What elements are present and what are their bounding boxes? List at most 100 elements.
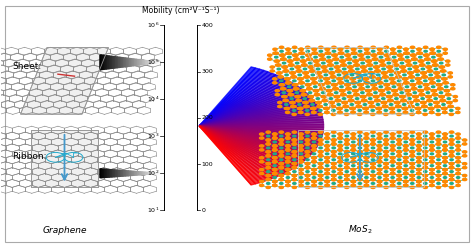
Circle shape (312, 172, 316, 175)
Circle shape (286, 133, 290, 135)
Circle shape (443, 107, 447, 110)
Circle shape (399, 54, 403, 56)
Circle shape (442, 70, 446, 72)
Circle shape (325, 161, 329, 163)
Circle shape (384, 159, 388, 161)
Circle shape (325, 161, 329, 163)
Circle shape (427, 66, 431, 68)
Circle shape (299, 111, 303, 114)
Circle shape (326, 90, 330, 92)
Circle shape (286, 161, 290, 163)
Circle shape (443, 177, 447, 178)
Circle shape (430, 157, 434, 159)
Polygon shape (147, 172, 149, 174)
Circle shape (329, 68, 333, 70)
Circle shape (430, 157, 434, 159)
Circle shape (351, 184, 356, 186)
Circle shape (312, 157, 316, 159)
Circle shape (388, 99, 392, 102)
Circle shape (283, 95, 287, 98)
Circle shape (377, 169, 382, 171)
Circle shape (319, 139, 323, 141)
Circle shape (385, 50, 388, 52)
Circle shape (273, 145, 277, 147)
Circle shape (346, 54, 350, 56)
Polygon shape (199, 117, 323, 126)
Circle shape (322, 70, 327, 72)
Polygon shape (199, 126, 255, 185)
Circle shape (350, 78, 354, 80)
Circle shape (278, 101, 282, 104)
Circle shape (332, 151, 336, 153)
Circle shape (369, 105, 374, 108)
Circle shape (437, 54, 441, 56)
Circle shape (354, 93, 358, 96)
Circle shape (417, 165, 420, 167)
Circle shape (437, 110, 440, 111)
Circle shape (417, 180, 421, 183)
Circle shape (325, 137, 329, 139)
Circle shape (329, 64, 333, 66)
Circle shape (311, 74, 314, 76)
Circle shape (382, 68, 385, 70)
Circle shape (410, 171, 414, 172)
Circle shape (312, 111, 316, 114)
Circle shape (378, 153, 381, 155)
Circle shape (400, 95, 404, 98)
Circle shape (332, 143, 336, 145)
Circle shape (310, 66, 314, 68)
Circle shape (377, 184, 382, 186)
Polygon shape (199, 85, 299, 126)
Circle shape (332, 178, 336, 181)
Circle shape (377, 137, 382, 139)
Circle shape (346, 58, 350, 60)
Circle shape (338, 52, 343, 54)
Circle shape (380, 60, 384, 62)
Circle shape (371, 139, 375, 141)
Circle shape (365, 149, 369, 151)
Circle shape (280, 54, 283, 56)
Circle shape (383, 101, 387, 104)
Circle shape (363, 70, 367, 72)
Circle shape (456, 137, 460, 139)
Circle shape (391, 137, 395, 139)
Circle shape (280, 50, 283, 52)
Circle shape (340, 60, 344, 62)
Circle shape (301, 86, 304, 88)
Circle shape (325, 169, 329, 171)
Circle shape (317, 72, 321, 74)
Polygon shape (101, 169, 103, 178)
Circle shape (456, 153, 460, 155)
Circle shape (359, 88, 363, 90)
Circle shape (383, 105, 387, 108)
Circle shape (338, 149, 342, 151)
Circle shape (346, 88, 350, 90)
Circle shape (371, 178, 375, 181)
Polygon shape (199, 126, 319, 145)
Circle shape (449, 143, 454, 145)
Circle shape (338, 111, 342, 114)
Circle shape (371, 76, 375, 78)
Circle shape (332, 84, 336, 86)
Circle shape (410, 151, 414, 153)
Circle shape (394, 101, 399, 104)
Circle shape (410, 178, 414, 181)
Circle shape (371, 163, 375, 165)
Circle shape (306, 50, 310, 52)
Circle shape (397, 143, 401, 145)
Circle shape (347, 88, 351, 90)
Circle shape (273, 137, 277, 139)
Circle shape (351, 161, 356, 163)
Circle shape (279, 167, 283, 169)
Circle shape (319, 147, 322, 149)
Circle shape (365, 172, 369, 175)
Circle shape (260, 172, 264, 175)
Circle shape (266, 174, 270, 177)
Circle shape (294, 54, 298, 56)
Circle shape (408, 98, 411, 99)
Circle shape (430, 149, 434, 151)
Circle shape (433, 60, 437, 62)
Circle shape (296, 66, 301, 68)
Circle shape (287, 52, 292, 54)
Circle shape (371, 143, 375, 145)
